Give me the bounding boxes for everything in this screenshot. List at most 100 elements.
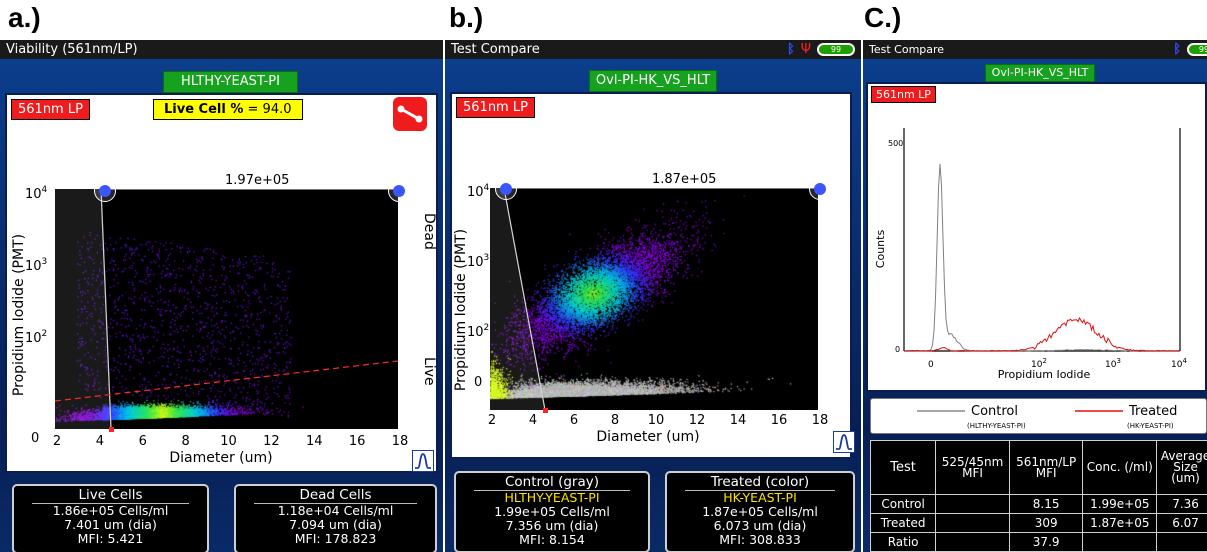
live-dead-threshold-line[interactable] [55, 360, 398, 402]
scatter-axes: 1.87e+05 104 103 102 0 2 4 6 8 10 12 14 16 18 Di… [453, 172, 828, 445]
histogram-view-button[interactable] [412, 450, 434, 472]
panel-label-c: C.) [864, 2, 902, 33]
y-axis-label: Counts [874, 230, 887, 269]
stat-mfi-label: MFI: [294, 531, 321, 546]
y-tick-0: 0 [31, 431, 39, 446]
x-tick-label: 6 [139, 434, 147, 449]
gate-marker [109, 427, 114, 432]
gate-boundary-line [100, 189, 112, 429]
table-header: 561nm/LP MFI [1008, 440, 1084, 495]
treated-stat-box[interactable]: Treated (color) HK-YEAST-PI 1.87e+05 Cel… [665, 471, 855, 552]
battery-icon: 99 [817, 43, 855, 56]
panel-label-a: a.) [8, 2, 41, 33]
stat-mfi: 308.833 [749, 532, 801, 547]
gate-marker [543, 408, 548, 413]
stat-mfi: 8.154 [549, 532, 585, 547]
y-tick-10-3: 103 [25, 257, 47, 274]
x-tick-label: 12 [689, 413, 706, 428]
scatter-overlay [490, 188, 818, 410]
sample-name-banner[interactable]: Ovl-PI-HK_VS_HLT [985, 64, 1095, 82]
x-tick-label: 2 [53, 434, 61, 449]
live-cell-percent-label: Live Cell % [164, 102, 244, 117]
gate-handle-dot [393, 185, 405, 197]
gate-handle-dot [814, 183, 826, 195]
x-tick-10-4: 104 [1171, 357, 1187, 370]
bluetooth-icon: ᛒ [786, 42, 795, 57]
plot-card: 561nm LP Live Cell % = 94.0 1.97e+05 104… [5, 93, 438, 473]
stat-concentration: 1.18e+04 Cells/ml [277, 503, 394, 518]
x-tick-label: 16 [349, 434, 366, 449]
x-tick-label: 14 [730, 413, 747, 428]
table-cell: 8.15 [1008, 494, 1084, 514]
stat-mfi-label: MFI: [519, 532, 546, 547]
y-axis-label: Propidium Iodide (PMT) [11, 234, 27, 396]
gate-handle-right[interactable] [388, 180, 410, 202]
x-tick-label: 12 [263, 434, 280, 449]
table-row[interactable]: Ratio 37.9 [869, 532, 1207, 552]
stat-mfi-label: MFI: [77, 531, 104, 546]
histogram-card: 561nm LP 500 0 0 102 103 104 Propidium I… [866, 82, 1207, 392]
gate-handle-right[interactable] [809, 178, 831, 200]
control-stat-box[interactable]: Control (gray) HLTHY-YEAST-PI 1.99e+05 C… [454, 471, 650, 552]
scatter-plot-area[interactable] [55, 189, 398, 429]
gate-handle-left[interactable] [94, 180, 116, 202]
x-tick-label: 10 [648, 413, 665, 428]
live-cells-stat-box[interactable]: Live Cells 1.86e+05 Cells/ml 7.401 um (d… [12, 484, 209, 552]
stat-diameter: 7.356 um (dia) [505, 518, 599, 533]
status-icons: ᛒ Ψ 99 [787, 42, 855, 57]
plot-card: 561nm LP 1.87e+05 104 103 102 0 2 4 6 8 10 12… [450, 92, 852, 459]
filter-tag[interactable]: 561nm LP [11, 99, 90, 120]
panel-b: Test Compare ᛒ Ψ 99 Ovl-PI-HK_VS_HLT 561… [445, 40, 861, 552]
filter-tag[interactable]: 561nm LP [871, 86, 936, 103]
title-bar: Viability (561nm/LP) [0, 40, 443, 59]
dead-cells-stat-box[interactable]: Dead Cells 1.18e+04 Cells/ml 7.094 um (d… [234, 484, 437, 552]
legend-sub-treated: (HK-YEAST-PI) [1127, 422, 1174, 430]
event-count-label: 1.87e+05 [652, 172, 716, 187]
gate-line-button[interactable] [393, 97, 427, 131]
y-axis-label: Propidium Iodide (PMT) [453, 229, 469, 391]
y-tick-10-3: 103 [467, 253, 489, 270]
table-cell [1156, 532, 1207, 552]
sample-name-banner[interactable]: HLTHY-YEAST-PI [163, 71, 298, 93]
screen-title: Test Compare [451, 42, 540, 57]
scatter-plot-area[interactable] [490, 188, 818, 410]
x-tick-0: 0 [928, 360, 934, 370]
gate-handle-dot [99, 185, 111, 197]
filter-tag[interactable]: 561nm LP [456, 97, 535, 118]
x-tick-label: 14 [306, 434, 323, 449]
table-cell [1082, 532, 1158, 552]
histogram-icon [415, 453, 431, 469]
table-cell: Control [869, 494, 937, 514]
histogram-view-button[interactable] [833, 431, 855, 453]
dead-region-label: Dead [421, 213, 436, 250]
table-cell: Ratio [869, 532, 937, 552]
x-tick-label: 4 [96, 434, 104, 449]
panel-c: Test Compare ᛒ 99 Ovl-PI-HK_VS_HLT 561nm… [863, 40, 1207, 552]
table-row[interactable]: Control 8.15 1.99e+05 7.36 [869, 494, 1207, 514]
live-cell-percent-value: = 94.0 [247, 102, 292, 117]
stat-concentration: 1.86e+05 Cells/ml [52, 503, 169, 518]
y-tick-10-2: 102 [467, 323, 489, 340]
excluded-region [55, 189, 110, 429]
live-cell-percent-tag[interactable]: Live Cell % = 94.0 [153, 99, 303, 120]
table-cell: 7.36 [1156, 494, 1207, 514]
y-tick-0: 0 [474, 375, 482, 390]
table-row[interactable]: Treated 309 1.87e+05 6.07 [869, 513, 1207, 533]
x-axis-label: Diameter (um) [169, 450, 272, 466]
x-tick-label: 16 [771, 413, 788, 428]
chart-legend: Control (HLTHY-YEAST-PI) Treated (HK-YEA… [870, 398, 1207, 434]
scatter-canvas [55, 189, 398, 429]
table-cell: 1.99e+05 [1082, 494, 1158, 514]
gate-handle-left[interactable] [495, 178, 517, 200]
sample-name-banner[interactable]: Ovl-PI-HK_VS_HLT [589, 70, 717, 92]
table-header-row: Test 525/45nm MFI 561nm/LP MFI Conc. (/m… [869, 440, 1207, 495]
histogram-chart[interactable]: 500 0 0 102 103 104 Propidium Iodide Cou… [868, 84, 1205, 390]
stat-title: Control (gray) [474, 473, 630, 491]
x-tick-label: 10 [220, 434, 237, 449]
event-count-label: 1.97e+05 [225, 173, 289, 188]
legend-sub-control: (HLTHY-YEAST-PI) [967, 422, 1026, 430]
x-axis-label: Diameter (um) [596, 429, 699, 445]
y-axis-ticks: 104 103 102 0 [25, 185, 48, 446]
stat-title: Live Cells [32, 486, 189, 504]
table-cell [935, 494, 1010, 514]
